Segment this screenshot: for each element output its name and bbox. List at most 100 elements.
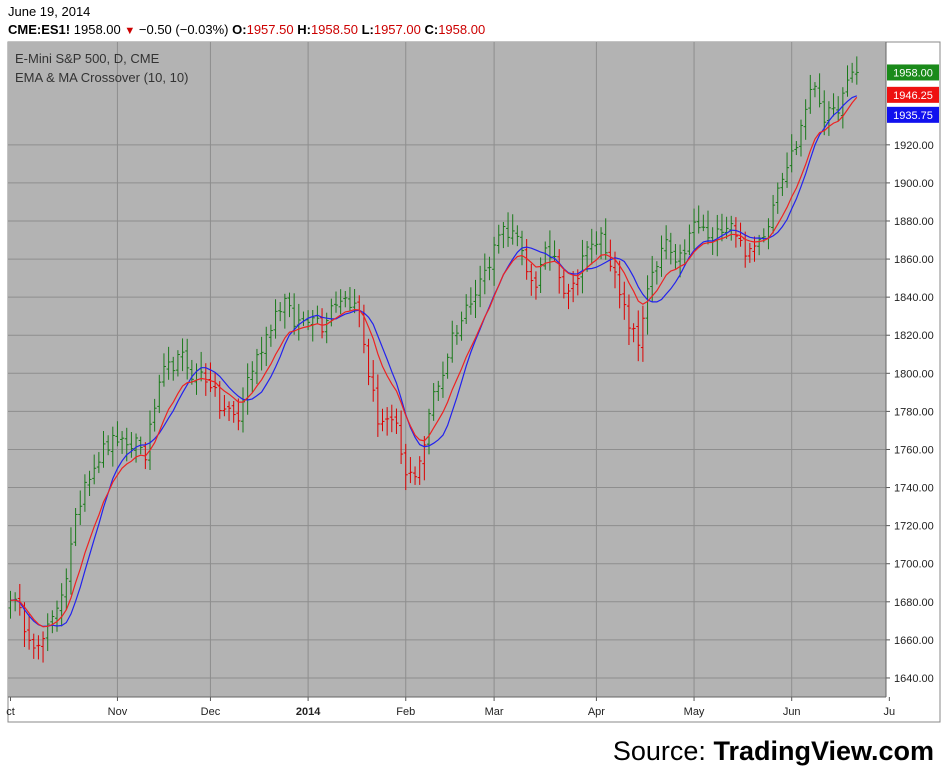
ohlc-bar xyxy=(557,249,562,294)
down-triangle-icon: ▼ xyxy=(124,25,136,37)
x-tick-label: Nov xyxy=(108,706,128,718)
symbol: CME:ES1! xyxy=(8,22,71,37)
ohlc-bar xyxy=(492,236,497,286)
ohlc-bar xyxy=(148,410,152,470)
ohlc-bar xyxy=(840,87,845,129)
ohlc-bar xyxy=(603,218,608,260)
y-tick-label: 1840.00 xyxy=(894,292,934,304)
y-tick-label: 1860.00 xyxy=(894,254,934,266)
ohlc-bar xyxy=(580,239,585,294)
ohlc-bar xyxy=(185,338,190,380)
ohlc-bar xyxy=(585,241,590,272)
ohlc-bar xyxy=(836,96,841,122)
ohlc-bar xyxy=(347,287,352,312)
ohlc-bar xyxy=(431,383,436,421)
ohlc-bar xyxy=(96,452,101,474)
ohlc-bar xyxy=(213,372,218,397)
x-tick-label: Dec xyxy=(201,706,221,718)
ohlc-bar xyxy=(59,583,64,627)
ohlc-bar xyxy=(440,361,445,398)
x-tick-label: Ju xyxy=(884,706,896,718)
ohlc-bar xyxy=(227,401,232,422)
ohlc-bar xyxy=(254,348,259,385)
price-label-ema xyxy=(887,86,939,103)
price-label-text-last: 1958.00 xyxy=(893,67,933,79)
ohlc-bar xyxy=(701,214,706,232)
ohlc-bar xyxy=(496,224,501,254)
ohlc-bar xyxy=(394,408,399,435)
ohlc-bar xyxy=(250,361,255,393)
ohlc-bar xyxy=(696,205,701,234)
ohlc-bar xyxy=(636,310,641,362)
ohlc-bar xyxy=(436,380,441,402)
ohlc-bar xyxy=(803,99,808,140)
ohlc-bar xyxy=(413,466,418,485)
ohlc-bar xyxy=(622,281,627,320)
ohlc-bar xyxy=(533,271,538,300)
ohlc-bar xyxy=(50,610,55,634)
ohlc-bar xyxy=(817,73,822,108)
ohlc-bar xyxy=(664,225,669,260)
ohlc-bar xyxy=(719,213,724,242)
ohlc-bar xyxy=(31,633,36,659)
ohlc-bar xyxy=(175,350,180,377)
ohlc-bar xyxy=(278,302,283,322)
ohlc-bar xyxy=(468,287,473,315)
ohlc-bar xyxy=(785,152,790,188)
ohlc-bar xyxy=(282,293,287,329)
ohlc-bar xyxy=(157,374,162,414)
ohlc-bar xyxy=(236,398,241,431)
ohlc-bar xyxy=(208,362,213,393)
ohlc-bar xyxy=(808,74,813,114)
ohlc-bar xyxy=(459,311,464,341)
ohlc-bar xyxy=(571,271,576,303)
ohlc-bar xyxy=(594,231,599,255)
ohlc-bar xyxy=(678,244,683,278)
ohlc-bar xyxy=(799,119,803,157)
source-brand: TradingView.com xyxy=(713,736,934,766)
ohlc-bar xyxy=(687,224,692,256)
high-value: 1958.50 xyxy=(310,22,358,37)
ohlc-bar xyxy=(733,217,738,248)
ohlc-bar xyxy=(231,400,236,423)
ohlc-bar xyxy=(640,305,645,362)
ohlc-bar xyxy=(794,141,799,156)
close-label: C: xyxy=(424,22,439,37)
ohlc-bar xyxy=(631,323,636,343)
ohlc-bar xyxy=(171,356,176,381)
indicator-label: EMA & MA Crossover (10, 10) xyxy=(15,70,188,85)
ohlc-bar xyxy=(389,404,394,433)
y-tick-label: 1920.00 xyxy=(894,140,934,152)
ohlc-bar xyxy=(36,635,41,660)
ohlc-bar xyxy=(645,275,650,335)
price-label-text-ma: 1935.75 xyxy=(893,110,933,122)
y-tick-label: 1660.00 xyxy=(894,635,934,647)
ohlc-bar xyxy=(64,568,69,610)
ohlc-bar xyxy=(115,421,120,447)
ohlc-bar xyxy=(673,244,678,269)
price-label-last xyxy=(887,64,939,81)
ohlc-bar xyxy=(510,214,515,245)
x-tick-label: Jun xyxy=(783,706,801,718)
price-change: −0.50 (−0.03%) xyxy=(138,22,229,37)
ohlc-bar xyxy=(854,56,859,85)
ohlc-bar xyxy=(831,93,836,117)
ohlc-bar xyxy=(771,194,776,234)
ohlc-bar xyxy=(55,600,59,632)
quote-line: CME:ES1! 1958.00 ▼ −0.50 (−0.03%) O:1957… xyxy=(8,22,485,37)
high-label: H: xyxy=(297,22,311,37)
ohlc-bar xyxy=(408,457,413,484)
ohlc-bar xyxy=(789,134,794,173)
ohlc-bar xyxy=(706,210,710,245)
ohlc-bar xyxy=(129,432,134,458)
ohlc-bar xyxy=(812,82,817,98)
ohlc-bar xyxy=(482,253,487,295)
chart-date: June 19, 2014 xyxy=(8,4,91,19)
ohlc-bar xyxy=(268,324,273,347)
ohlc-bar xyxy=(166,346,171,380)
ohlc-bar xyxy=(654,261,659,285)
price-chart[interactable]: 1640.00 1660.00 1680.00 1700.00 1720.00 1740.… xyxy=(0,0,948,730)
ohlc-bar xyxy=(780,172,785,196)
ohlc-bar xyxy=(78,490,83,525)
ohlc-bar xyxy=(473,279,478,319)
